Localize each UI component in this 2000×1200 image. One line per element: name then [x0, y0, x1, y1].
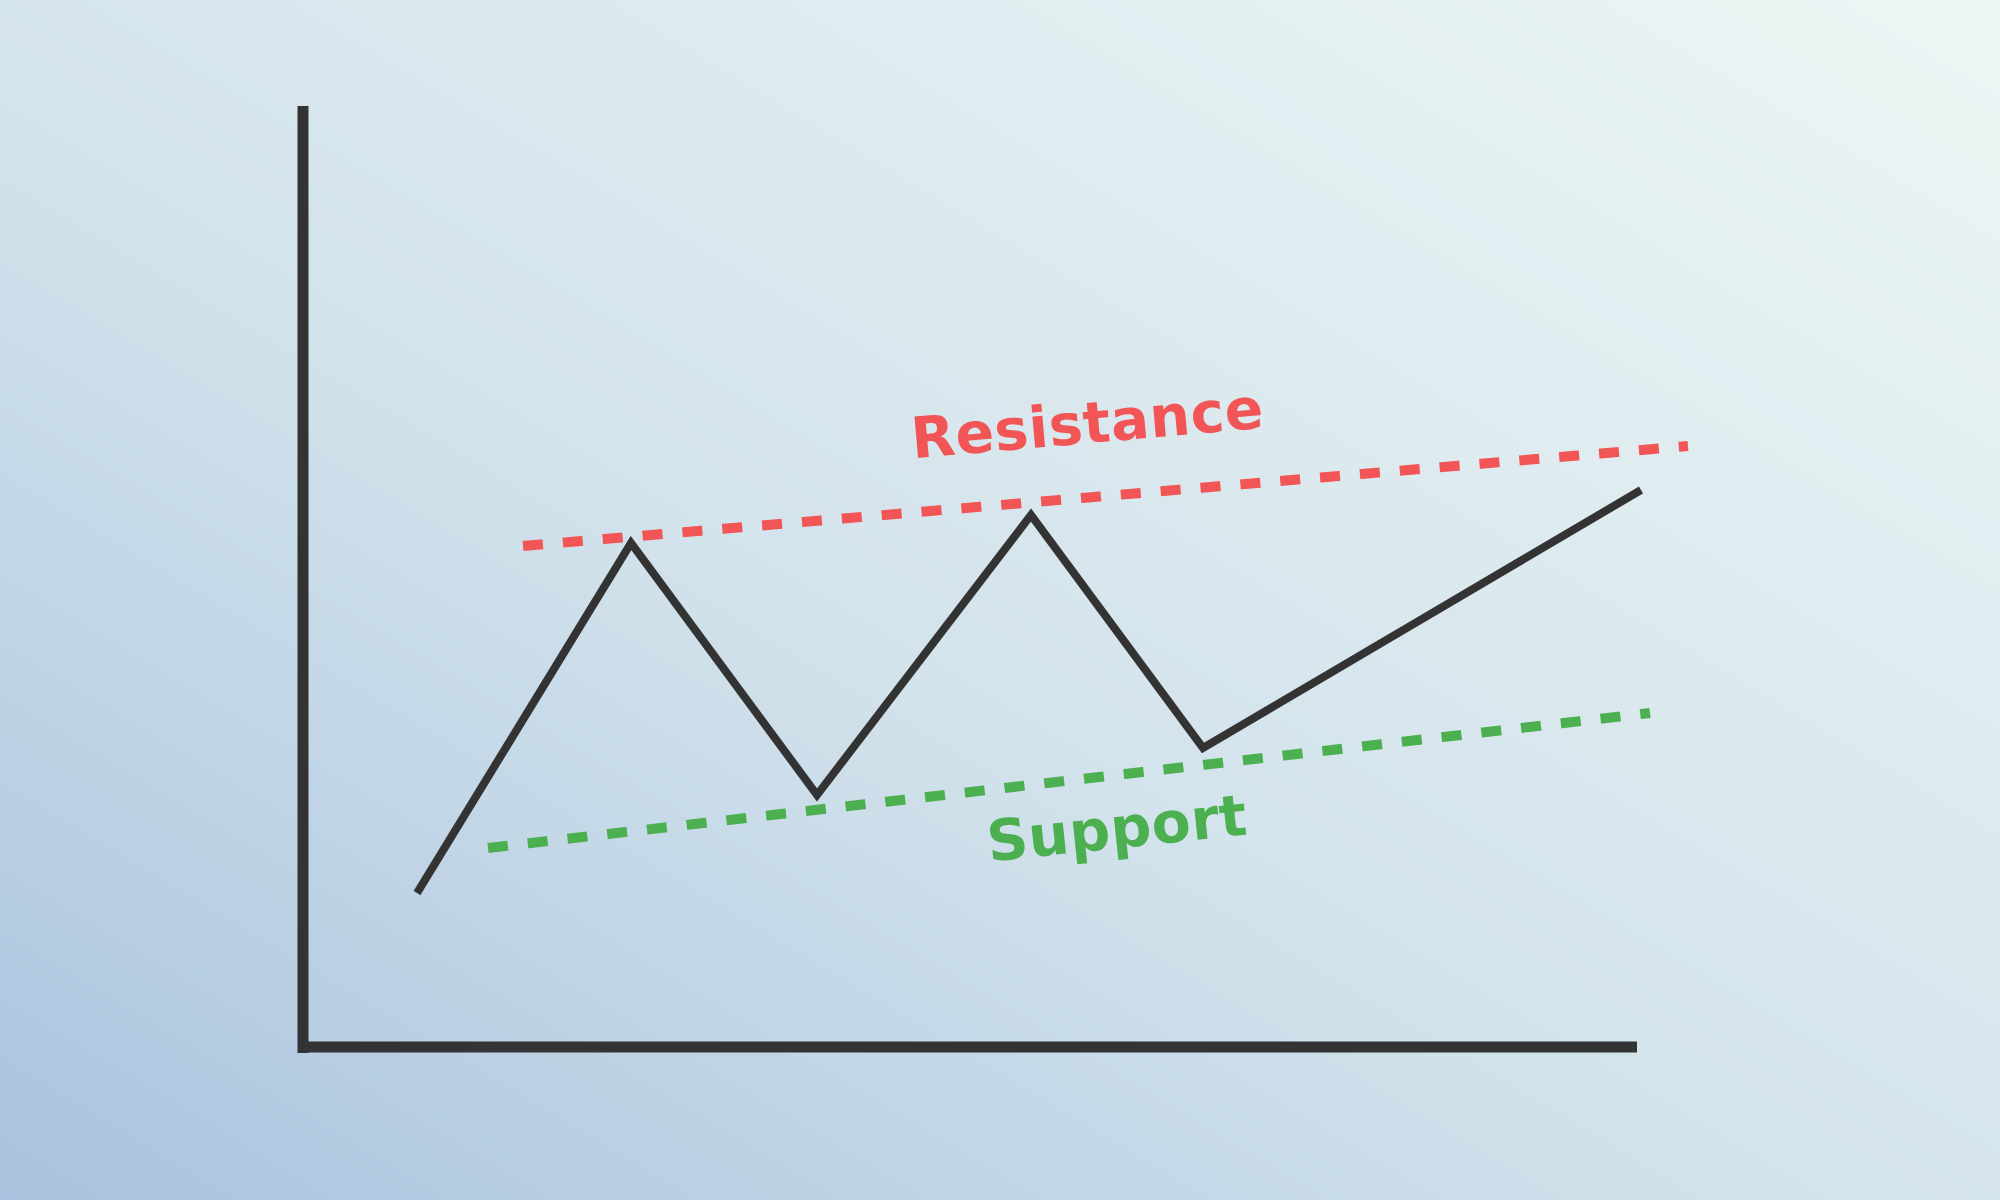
- price-line: [413, 486, 1644, 896]
- resistance-label: Resistance: [908, 376, 1266, 473]
- support-line: [487, 708, 1651, 853]
- resistance-line: [522, 441, 1689, 551]
- support-label: Support: [984, 783, 1251, 876]
